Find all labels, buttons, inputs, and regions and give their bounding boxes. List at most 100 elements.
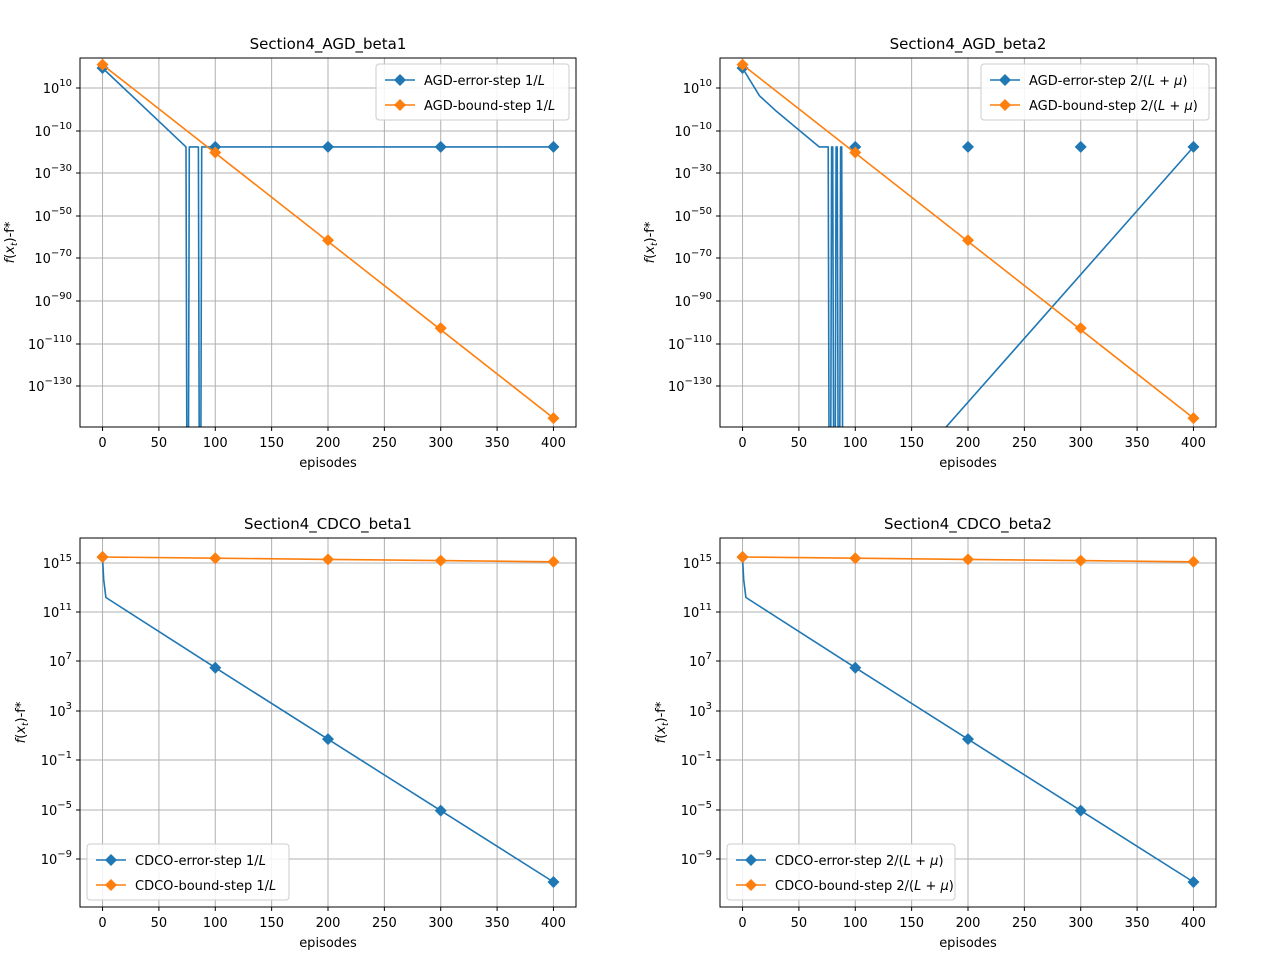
legend-swatch-marker (999, 99, 1011, 111)
y-tick-label: 10−10 (674, 121, 712, 140)
data-point-orange (736, 58, 749, 71)
x-tick-label: 50 (151, 916, 168, 931)
y-tick-label: 10−90 (34, 291, 72, 310)
y-tick-label: 107 (689, 651, 712, 670)
data-point-orange (962, 553, 974, 566)
data-point-blue (434, 804, 447, 817)
x-tick-label: 50 (791, 436, 808, 451)
x-axis-label: episodes (939, 936, 997, 951)
series-line-blue (741, 67, 1195, 427)
data-point-orange (736, 551, 749, 564)
x-tick-label: 0 (98, 916, 106, 931)
y-tick-label: 10−9 (41, 849, 72, 868)
y-tick-label: 1010 (683, 78, 712, 97)
y-tick-label: 103 (689, 701, 712, 720)
axes-frame (79, 57, 577, 428)
data-point-blue (322, 140, 334, 153)
x-tick-label: 100 (203, 916, 228, 931)
legend: AGD-error-step 1/L AGD-bound-step 1/L (375, 63, 570, 121)
x-tick-label: 100 (843, 436, 868, 451)
chart-panel-4: Section4_CDCO_beta2 0 50 100 150 200 250 300 350… (654, 515, 1217, 951)
legend-box (375, 63, 570, 121)
x-tick-label: 150 (899, 436, 924, 451)
x-axis-label: episodes (299, 936, 357, 951)
y-tick-label: 10−70 (34, 248, 72, 267)
data-point-blue (434, 140, 447, 153)
x-tick-label: 350 (1125, 916, 1150, 931)
data-point-blue (322, 733, 334, 746)
legend-box (86, 843, 290, 901)
y-tick-label: 10−30 (34, 163, 72, 182)
legend-box (726, 843, 956, 901)
x-tick-label: 50 (151, 436, 168, 451)
axes-frame (719, 57, 1217, 428)
y-tick-label: 10−1 (41, 750, 72, 769)
legend: CDCO-error-step 1/L CDCO-bound-step 1/L (86, 843, 290, 901)
y-tick-label: 10−50 (34, 206, 72, 225)
y-tick-label: 1010 (43, 78, 72, 97)
data-point-orange (547, 555, 560, 568)
legend-swatch-marker (394, 74, 406, 86)
data-point-orange (434, 322, 447, 335)
x-tick-label: 0 (738, 916, 746, 931)
chart-panel-3: Section4_CDCO_beta1 0 50 100 150 200 250 300 350… (14, 515, 577, 951)
y-axis-label: f(xt)-f* (643, 221, 660, 263)
data-point-blue (849, 661, 862, 674)
x-tick-label: 250 (372, 436, 397, 451)
legend-swatch-marker (105, 879, 117, 891)
y-tick-label: 10−30 (674, 163, 712, 182)
x-tick-label: 100 (843, 916, 868, 931)
y-tick-label: 10−1 (681, 750, 712, 769)
x-tick-label: 200 (316, 916, 341, 931)
legend-label: AGD-error-step 2/(L + μ) (1029, 74, 1188, 89)
y-tick-label: 10−5 (41, 800, 72, 819)
data-point-blue (962, 140, 974, 153)
x-tick-label: 200 (956, 436, 981, 451)
x-tick-label: 300 (1068, 436, 1093, 451)
data-point-blue (1187, 876, 1200, 889)
x-tick-label: 50 (791, 916, 808, 931)
data-point-orange (1187, 555, 1200, 568)
legend-label: AGD-bound-step 2/(L + μ) (1029, 99, 1198, 114)
x-tick-label: 250 (1012, 436, 1037, 451)
y-axis-label: f(xt)-f* (3, 221, 20, 263)
y-tick-label: 10−130 (28, 376, 72, 395)
legend-label: CDCO-error-step 2/(L + μ) (775, 854, 944, 869)
x-tick-label: 400 (541, 436, 566, 451)
y-tick-label: 10−90 (674, 291, 712, 310)
data-point-blue (1187, 140, 1200, 153)
y-tick-label: 103 (49, 701, 72, 720)
data-point-orange (322, 553, 334, 566)
data-point-orange (849, 146, 862, 159)
legend-label: AGD-bound-step 1/L (424, 99, 555, 114)
chart-title: Section4_AGD_beta2 (890, 35, 1047, 54)
chart-title: Section4_CDCO_beta2 (884, 515, 1052, 534)
chart-panel-2: Section4_AGD_beta2 0 50 100 150 200 250 300 350 4… (643, 35, 1217, 471)
y-tick-label: 10−10 (34, 121, 72, 140)
data-point-orange (547, 412, 560, 425)
y-tick-label: 1011 (683, 602, 712, 621)
data-point-orange (434, 554, 447, 567)
y-tick-label: 10−9 (681, 849, 712, 868)
data-point-blue (1074, 140, 1087, 153)
y-tick-label: 10−110 (28, 334, 72, 353)
y-tick-label: 107 (49, 651, 72, 670)
data-point-orange (209, 146, 222, 159)
data-point-orange (849, 552, 862, 565)
axes-frame (79, 537, 577, 908)
y-axis-label: f(xt)-f* (654, 701, 671, 743)
axes-frame (719, 537, 1217, 908)
legend-swatch-marker (394, 99, 406, 111)
data-point-orange (962, 234, 974, 247)
legend-label: CDCO-bound-step 1/L (135, 879, 276, 894)
x-tick-label: 150 (259, 916, 284, 931)
x-tick-label: 200 (316, 436, 341, 451)
y-tick-label: 1011 (43, 602, 72, 621)
y-tick-label: 10−50 (674, 206, 712, 225)
legend: CDCO-error-step 2/(L + μ) CDCO-bound-step… (726, 843, 956, 901)
x-tick-label: 150 (899, 916, 924, 931)
legend-label: CDCO-bound-step 2/(L + μ) (775, 879, 954, 894)
x-tick-label: 350 (485, 436, 510, 451)
x-tick-label: 400 (1181, 436, 1206, 451)
chart-title: Section4_AGD_beta1 (250, 35, 407, 54)
